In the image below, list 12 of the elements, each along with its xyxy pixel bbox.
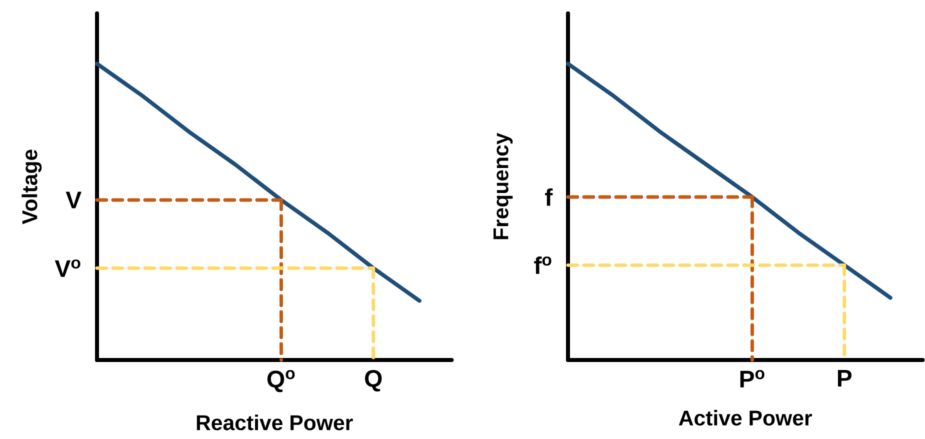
x-tick-label: Q [365, 370, 382, 392]
x-tick-label: P [838, 370, 852, 387]
x-axis-title: Active Power [678, 410, 812, 426]
text: f$^{o}$ [534, 256, 552, 274]
y-axis-title: Voltage [22, 150, 42, 224]
x-axis-title: Reactive Power [196, 414, 353, 430]
y-axis-title: Frequency [494, 132, 513, 240]
text: V [66, 192, 82, 208]
x-tick-label: P$^{o}$ [740, 370, 764, 388]
text: V$^{o}$ [54, 259, 80, 277]
text: f [545, 188, 553, 206]
x-tick-label: Q$^{o}$ [267, 370, 295, 392]
